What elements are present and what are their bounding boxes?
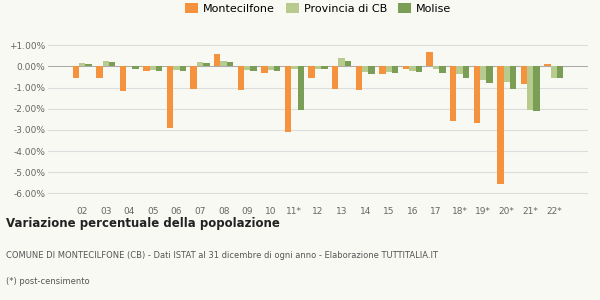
- Bar: [103, 61, 109, 67]
- Bar: [416, 67, 422, 72]
- Bar: [227, 62, 233, 67]
- Bar: [386, 67, 392, 72]
- Bar: [450, 67, 457, 122]
- Bar: [261, 67, 268, 73]
- Bar: [345, 61, 351, 67]
- Bar: [214, 54, 220, 67]
- Bar: [379, 67, 386, 74]
- Bar: [143, 67, 149, 71]
- Bar: [190, 67, 197, 89]
- Bar: [551, 67, 557, 78]
- Bar: [298, 67, 304, 110]
- Bar: [521, 67, 527, 85]
- Bar: [120, 67, 126, 91]
- Text: COMUNE DI MONTECILFONE (CB) - Dati ISTAT al 31 dicembre di ogni anno - Elaborazi: COMUNE DI MONTECILFONE (CB) - Dati ISTAT…: [6, 250, 438, 260]
- Bar: [332, 67, 338, 89]
- Bar: [392, 67, 398, 73]
- Bar: [368, 67, 375, 74]
- Text: Variazione percentuale della popolazione: Variazione percentuale della popolazione: [6, 218, 280, 230]
- Bar: [96, 67, 103, 78]
- Bar: [463, 67, 469, 78]
- Bar: [544, 64, 551, 67]
- Bar: [73, 67, 79, 78]
- Bar: [439, 67, 446, 73]
- Bar: [179, 67, 186, 71]
- Bar: [473, 67, 480, 123]
- Bar: [79, 63, 85, 67]
- Bar: [338, 58, 345, 67]
- Bar: [109, 62, 115, 67]
- Bar: [510, 67, 516, 89]
- Bar: [203, 63, 209, 67]
- Bar: [308, 67, 315, 78]
- Bar: [362, 67, 368, 72]
- Bar: [173, 67, 179, 70]
- Bar: [167, 67, 173, 128]
- Bar: [285, 67, 291, 132]
- Bar: [133, 67, 139, 69]
- Bar: [409, 67, 416, 71]
- Bar: [457, 67, 463, 74]
- Bar: [315, 67, 321, 69]
- Bar: [557, 67, 563, 78]
- Bar: [321, 67, 328, 69]
- Bar: [503, 67, 510, 82]
- Bar: [197, 62, 203, 67]
- Bar: [244, 67, 250, 70]
- Bar: [403, 67, 409, 69]
- Bar: [487, 67, 493, 83]
- Bar: [238, 67, 244, 90]
- Bar: [220, 61, 227, 67]
- Bar: [427, 52, 433, 67]
- Bar: [291, 67, 298, 69]
- Bar: [268, 67, 274, 70]
- Bar: [356, 67, 362, 90]
- Bar: [156, 67, 163, 71]
- Bar: [433, 67, 439, 69]
- Bar: [480, 67, 487, 80]
- Legend: Montecilfone, Provincia di CB, Molise: Montecilfone, Provincia di CB, Molise: [181, 0, 455, 18]
- Bar: [274, 67, 280, 71]
- Text: (*) post-censimento: (*) post-censimento: [6, 278, 89, 286]
- Bar: [85, 64, 92, 67]
- Bar: [250, 67, 257, 71]
- Bar: [527, 67, 533, 110]
- Bar: [533, 67, 540, 111]
- Bar: [149, 67, 156, 70]
- Bar: [497, 67, 503, 184]
